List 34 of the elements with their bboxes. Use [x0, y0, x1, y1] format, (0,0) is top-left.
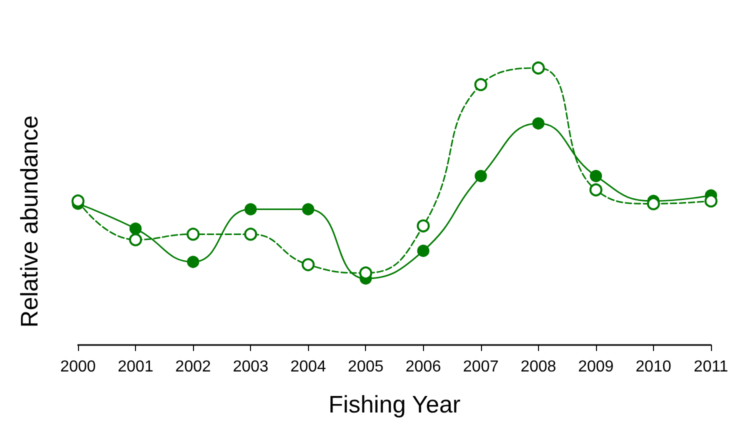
x-tick-label: 2008 [520, 358, 556, 376]
x-tick-label: 2009 [578, 358, 614, 376]
y-axis-title: Relative abundance [16, 115, 44, 328]
point [532, 62, 545, 74]
point [244, 203, 257, 216]
point [417, 244, 430, 257]
point [589, 183, 602, 196]
x-tick-label: 2003 [232, 358, 269, 376]
x-tick-label: 2004 [290, 358, 326, 376]
point [590, 170, 602, 182]
x-tick-label: 2006 [405, 358, 442, 376]
point [704, 194, 718, 208]
x-tick-label: 2011 [694, 358, 728, 376]
x-tick-label: 2007 [463, 358, 499, 376]
point [474, 78, 488, 92]
point [72, 194, 84, 208]
point [244, 228, 258, 241]
x-tick-label: 2000 [60, 358, 96, 376]
point [646, 197, 660, 210]
point [532, 117, 544, 130]
x-tick-label: 2001 [118, 358, 154, 376]
point [302, 258, 315, 272]
point [359, 266, 372, 280]
point [129, 233, 142, 246]
point [416, 219, 430, 232]
point [474, 170, 487, 182]
point [186, 228, 200, 241]
x-axis-title: Fishing Year [328, 392, 461, 418]
point [302, 203, 314, 216]
x-tick-label: 2010 [636, 358, 672, 376]
x-tick-label: 2005 [348, 358, 384, 376]
x-tick-label: 2002 [175, 358, 211, 376]
point [129, 222, 142, 235]
point [187, 256, 200, 268]
